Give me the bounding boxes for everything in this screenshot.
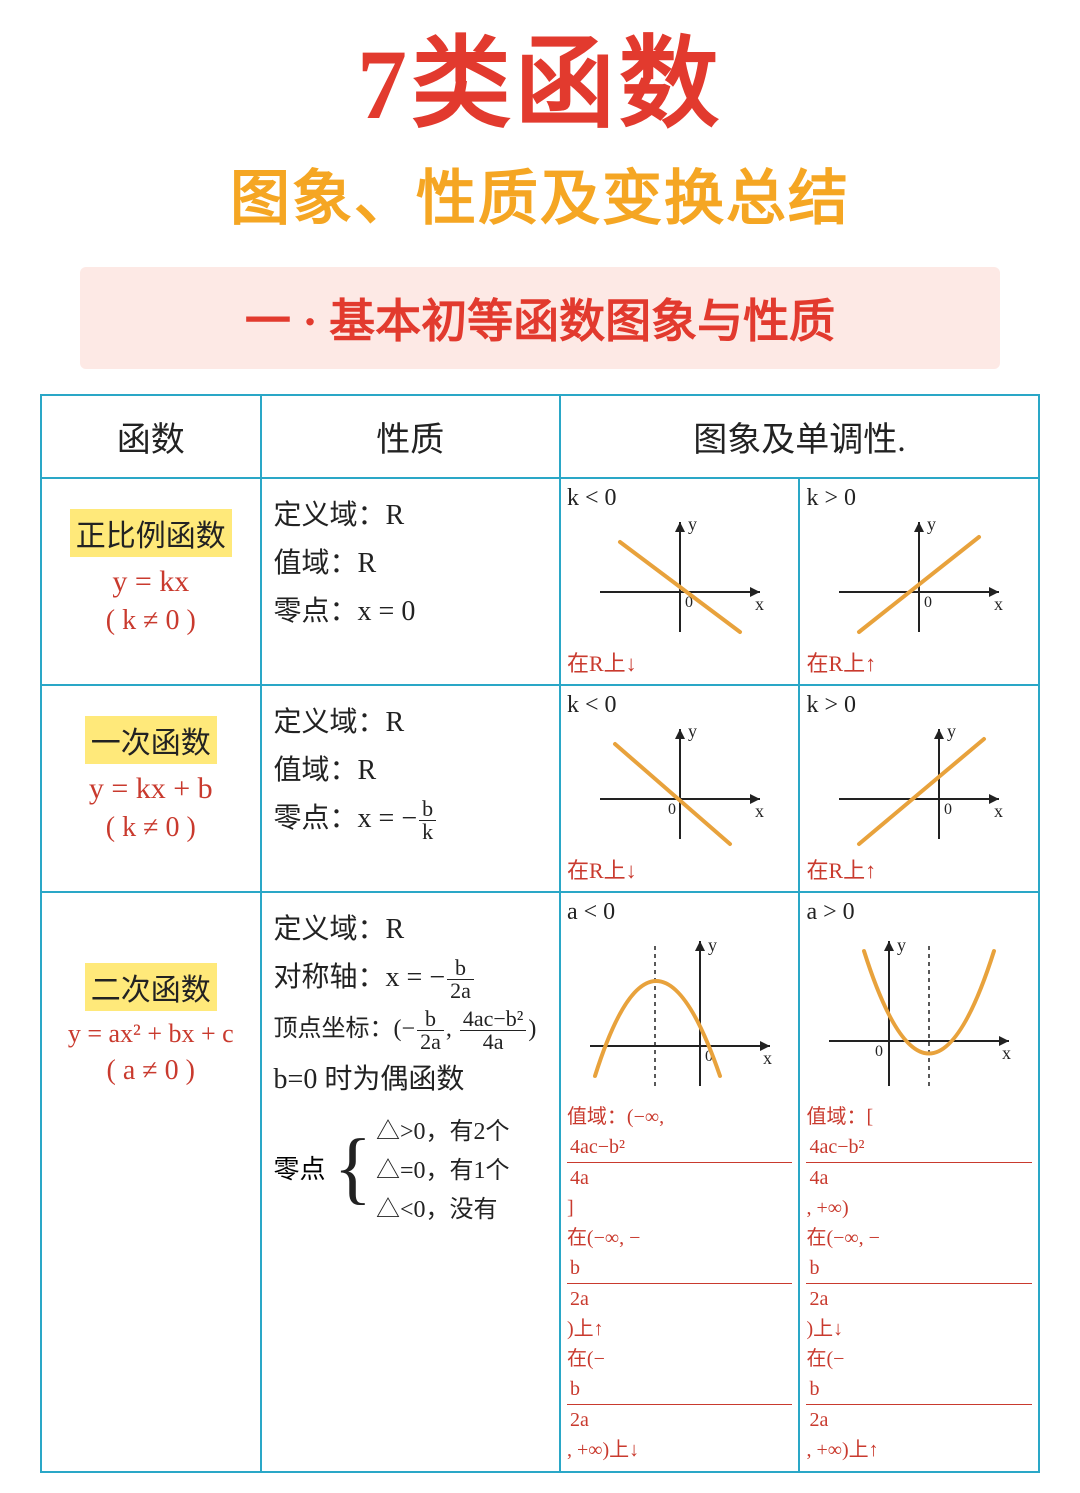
prop-line: 定义域：R bbox=[274, 702, 547, 744]
prop-cell: 定义域：R 对称轴：x = −b2a 顶点坐标：(−b2a, 4ac−b²4a)… bbox=[261, 892, 560, 1472]
fn-name: 正比例函数 bbox=[70, 509, 232, 557]
title-main: 7类函数 bbox=[40, 30, 1040, 140]
fn-condition: ( k ≠ 0 ) bbox=[54, 812, 248, 844]
fn-name: 二次函数 bbox=[85, 963, 217, 1011]
svg-text:y: y bbox=[688, 721, 697, 741]
graph-label: k < 0 bbox=[567, 485, 793, 512]
graph-cell-right: a > 0 x y 0 值域：[ 4ac−b²4a , +∞) bbox=[799, 892, 1039, 1472]
graph-label: a < 0 bbox=[567, 899, 793, 926]
fn-cell: 正比例函数 y = kx ( k ≠ 0 ) bbox=[41, 478, 261, 685]
graph-note: 在R上↓ bbox=[567, 646, 793, 678]
table-row: 一次函数 y = kx + b ( k ≠ 0 ) 定义域：R 值域：R 零点：… bbox=[41, 685, 1039, 892]
graph-cell-left: k < 0 x y 0 在R上↓ bbox=[560, 685, 800, 892]
graph-parabola-down: x y 0 bbox=[580, 926, 780, 1096]
fn-name: 一次函数 bbox=[85, 716, 217, 764]
range-note: 值域：[ 4ac−b²4a , +∞) 在(−∞, −b2a)上↓ 在(−b2a… bbox=[806, 1102, 1032, 1465]
svg-text:x: x bbox=[755, 594, 764, 614]
function-table: 函数 性质 图象及单调性. 正比例函数 y = kx ( k ≠ 0 ) 定义域… bbox=[40, 394, 1040, 1473]
fn-formula: y = kx + b bbox=[54, 772, 248, 806]
header-graph: 图象及单调性. bbox=[560, 395, 1039, 478]
fn-condition: ( k ≠ 0 ) bbox=[54, 605, 248, 637]
zero-case: △=0，有1个 bbox=[376, 1150, 510, 1185]
fn-cell: 二次函数 y = ax² + bx + c ( a ≠ 0 ) bbox=[41, 892, 261, 1472]
prop-line: 定义域：R bbox=[274, 495, 547, 537]
section-banner: 一 · 基本初等函数图象与性质 bbox=[80, 267, 1000, 369]
fn-cell: 一次函数 y = kx + b ( k ≠ 0 ) bbox=[41, 685, 261, 892]
table-row: 二次函数 y = ax² + bx + c ( a ≠ 0 ) 定义域：R 对称… bbox=[41, 892, 1039, 1472]
header-property: 性质 bbox=[261, 395, 560, 478]
table-header-row: 函数 性质 图象及单调性. bbox=[41, 395, 1039, 478]
graph-label: k < 0 bbox=[567, 692, 793, 719]
prop-line: 零点：x = 0 bbox=[274, 591, 547, 633]
range-note: 值域：(−∞, 4ac−b²4a ] 在(−∞, −b2a)上↑ 在(−b2a,… bbox=[567, 1102, 793, 1465]
svg-text:y: y bbox=[897, 935, 906, 955]
zero-case: △>0，有2个 bbox=[376, 1111, 510, 1146]
fn-formula: y = kx bbox=[54, 565, 248, 599]
prop-line: 对称轴：x = −b2a bbox=[274, 957, 547, 1002]
fn-formula: y = ax² + bx + c bbox=[54, 1019, 248, 1049]
graph-cell-left: k < 0 x y 0 在R上↓ bbox=[560, 478, 800, 685]
prop-cell: 定义域：R 值域：R 零点：x = 0 bbox=[261, 478, 560, 685]
graph-label: a > 0 bbox=[806, 899, 1032, 926]
graph-cell-right: k > 0 x y 0 在R上↑ bbox=[799, 478, 1039, 685]
prop-line: 值域：R bbox=[274, 543, 547, 585]
svg-text:x: x bbox=[1002, 1043, 1011, 1063]
svg-text:y: y bbox=[708, 935, 717, 955]
svg-text:y: y bbox=[688, 514, 697, 534]
svg-text:0: 0 bbox=[668, 801, 676, 818]
prop-line: 值域：R bbox=[274, 750, 547, 792]
prop-cell: 定义域：R 值域：R 零点：x = −bk bbox=[261, 685, 560, 892]
graph-cell-left: a < 0 x y 0 值域：(−∞, 4ac−b²4a ] bbox=[560, 892, 800, 1472]
graph-cell-right: k > 0 x y 0 在R上↑ bbox=[799, 685, 1039, 892]
zero-case: △<0，没有 bbox=[376, 1189, 510, 1224]
prop-line: 顶点坐标：(−b2a, 4ac−b²4a) bbox=[274, 1008, 547, 1053]
svg-text:0: 0 bbox=[875, 1043, 883, 1060]
graph-note: 在R上↓ bbox=[567, 853, 793, 885]
zero-label: 零点 bbox=[274, 1149, 326, 1186]
svg-text:x: x bbox=[994, 801, 1003, 821]
graph-parabola-up: x y 0 bbox=[819, 926, 1019, 1096]
prop-line: 定义域：R bbox=[274, 909, 547, 951]
graph-label: k > 0 bbox=[806, 692, 1032, 719]
svg-text:0: 0 bbox=[924, 594, 932, 611]
svg-text:x: x bbox=[994, 594, 1003, 614]
title-sub: 图象、性质及变换总结 bbox=[40, 150, 1040, 237]
svg-text:x: x bbox=[755, 801, 764, 821]
zero-cases: 零点 { △>0，有2个 △=0，有1个 △<0，没有 bbox=[274, 1107, 547, 1228]
svg-text:x: x bbox=[763, 1048, 772, 1068]
graph-line-pos: x y 0 bbox=[829, 512, 1009, 642]
section-heading: 一 · 基本初等函数图象与性质 bbox=[245, 296, 835, 347]
graph-note: 在R上↑ bbox=[806, 646, 1032, 678]
svg-text:y: y bbox=[947, 721, 956, 741]
graph-line-neg-b: x y 0 bbox=[590, 719, 770, 849]
header-function: 函数 bbox=[41, 395, 261, 478]
prop-line: 零点：x = −bk bbox=[274, 798, 547, 843]
graph-note: 在R上↑ bbox=[806, 853, 1032, 885]
prop-line: b=0 时为偶函数 bbox=[274, 1059, 547, 1101]
fn-condition: ( a ≠ 0 ) bbox=[54, 1055, 248, 1087]
graph-line-neg: x y 0 bbox=[590, 512, 770, 642]
svg-text:0: 0 bbox=[944, 801, 952, 818]
graph-label: k > 0 bbox=[806, 485, 1032, 512]
svg-text:y: y bbox=[927, 514, 936, 534]
page: 7类函数 图象、性质及变换总结 一 · 基本初等函数图象与性质 函数 性质 图象… bbox=[0, 0, 1080, 1493]
graph-line-pos-b: x y 0 bbox=[829, 719, 1009, 849]
table-row: 正比例函数 y = kx ( k ≠ 0 ) 定义域：R 值域：R 零点：x =… bbox=[41, 478, 1039, 685]
